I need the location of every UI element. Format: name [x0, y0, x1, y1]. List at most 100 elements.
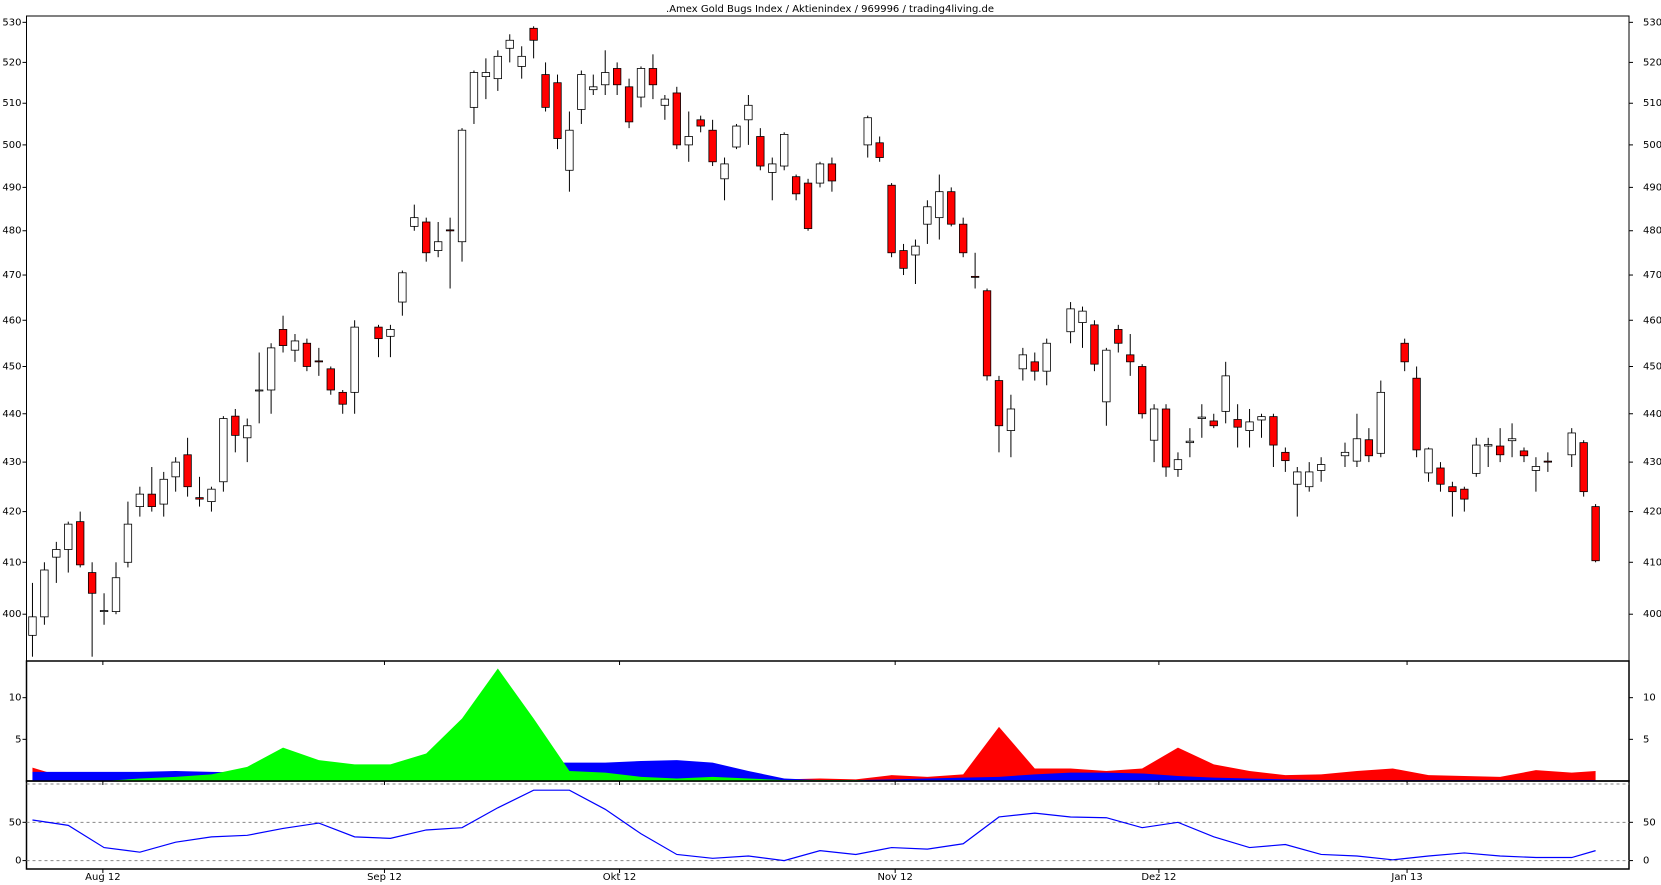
candle-body [505, 39, 514, 49]
candle-body [207, 488, 216, 503]
candle-body [803, 182, 813, 229]
candle-body [87, 572, 97, 594]
y-tick-label: 520 [2, 57, 21, 68]
candle-body [1030, 361, 1039, 372]
candle-body [1400, 342, 1409, 363]
candle-body [1114, 329, 1123, 344]
candle-body [684, 136, 693, 146]
candle-body [434, 241, 443, 251]
candle-body [481, 72, 491, 78]
candle-body [1472, 444, 1481, 474]
candle-body [1460, 488, 1469, 500]
y-tick-label: 460 [2, 315, 21, 326]
y-tick-label: 0 [1643, 856, 1649, 867]
candle-body [1042, 342, 1051, 372]
candle-body [1269, 416, 1278, 446]
candle-body [648, 68, 658, 86]
y-tick-label: 510 [1643, 98, 1661, 109]
y-tick-label: 5 [15, 734, 21, 745]
candle-body [1078, 310, 1087, 323]
candle-body [1484, 444, 1493, 447]
y-tick-label: 460 [1643, 315, 1661, 326]
candle-body [278, 329, 288, 346]
candle-body [422, 221, 431, 254]
candle-body [40, 569, 49, 618]
candle-body [1436, 467, 1445, 485]
candle-body [935, 191, 944, 219]
x-tick-label: Okt 12 [603, 872, 637, 883]
x-tick-label: Nov 12 [877, 872, 912, 883]
candle-body [720, 163, 729, 180]
candle-body [601, 72, 610, 86]
candle-body [326, 368, 335, 391]
candle-body [863, 117, 872, 146]
y-tick-label: 430 [1643, 457, 1661, 468]
y-tick-label: 10 [1643, 693, 1656, 704]
candle-body [1305, 471, 1314, 488]
candle-body [1126, 354, 1135, 363]
candle-body [1257, 416, 1266, 421]
candle-body [1376, 391, 1385, 454]
candle-body [374, 326, 383, 340]
candle-body [266, 347, 276, 391]
y-tick-label: 400 [2, 609, 21, 620]
candle-body [696, 119, 705, 127]
y-tick-label: 490 [2, 182, 21, 193]
candle-body [1340, 451, 1350, 457]
candle-body [827, 163, 837, 182]
candle-body [1507, 438, 1517, 442]
candle-body [338, 391, 347, 405]
candle-body [612, 68, 622, 86]
candle-body [243, 425, 252, 439]
candle-body [553, 82, 562, 139]
y-tick-label: 0 [15, 856, 21, 867]
candle-body [111, 577, 121, 612]
candle-body [1495, 445, 1505, 456]
x-tick-label: Aug 12 [85, 872, 120, 883]
candle-body [732, 125, 741, 148]
candle-body [815, 163, 825, 184]
candle-body [875, 142, 884, 158]
candle-body [28, 616, 37, 636]
candle-body [899, 250, 908, 269]
candle-body [135, 493, 145, 507]
y-tick-label: 450 [2, 361, 21, 372]
y-tick-label: 410 [2, 557, 21, 568]
candle-body [99, 610, 109, 612]
candle-body [183, 454, 192, 488]
candle-body [529, 27, 538, 41]
candle-body [672, 92, 681, 146]
area [32, 726, 1596, 781]
y-tick-label: 530 [1643, 17, 1661, 28]
candle-body [1531, 466, 1541, 471]
y-tick-label: 470 [1643, 270, 1661, 281]
candle-body [1138, 366, 1147, 415]
candle-body [1006, 408, 1016, 431]
candle-body [469, 72, 479, 108]
candle-body [1543, 460, 1553, 463]
candle-body [64, 523, 73, 550]
candle-body [171, 461, 180, 478]
y-tick-label: 50 [9, 817, 22, 828]
y-tick-label: 450 [1643, 361, 1661, 372]
candle-body [493, 55, 502, 80]
candle-body [911, 245, 920, 256]
candle-body [302, 342, 312, 367]
candle-body [1519, 450, 1529, 457]
candle-body [350, 326, 359, 393]
candle-body [398, 272, 407, 303]
candle-body [756, 136, 765, 167]
candle-body [195, 497, 204, 500]
candle-body [445, 229, 455, 232]
candle-body [1090, 324, 1099, 365]
y-tick-label: 10 [9, 693, 22, 704]
candle-body [541, 74, 550, 108]
candle-body [1412, 377, 1421, 451]
y-tick-label: 440 [2, 409, 21, 420]
candle-body [457, 129, 467, 243]
candle-body [589, 86, 598, 91]
candle-body [1352, 438, 1362, 462]
candle-body [577, 74, 586, 110]
candle-body [1316, 464, 1326, 471]
candle-body [1424, 448, 1433, 474]
